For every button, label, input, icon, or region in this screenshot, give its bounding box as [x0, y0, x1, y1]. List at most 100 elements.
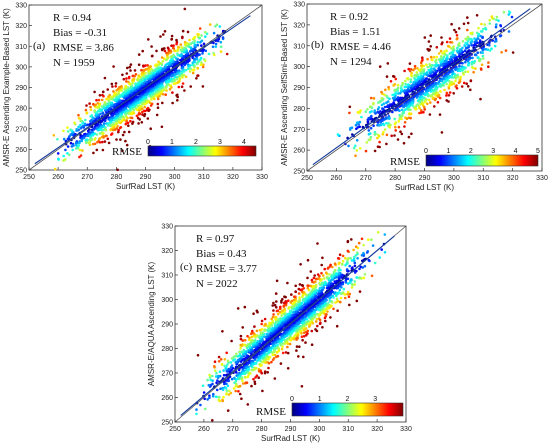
data-point [77, 113, 80, 117]
data-point [393, 89, 396, 92]
data-point [353, 283, 357, 286]
data-point [461, 61, 464, 65]
data-point [502, 10, 506, 14]
colorbar-title: RMSE [112, 146, 142, 158]
data-point [472, 70, 475, 74]
data-point [384, 88, 387, 92]
data-point [460, 85, 464, 88]
data-point [423, 100, 427, 104]
data-point [510, 15, 514, 19]
data-point [336, 286, 340, 290]
colorbar-tick-label: 3 [218, 139, 222, 146]
data-point [425, 63, 428, 66]
data-point [399, 130, 402, 133]
data-point [383, 128, 387, 131]
data-point [457, 81, 461, 84]
data-point [422, 110, 425, 114]
data-point [183, 43, 187, 46]
data-point [280, 314, 283, 317]
data-point [208, 23, 212, 26]
data-point [272, 350, 276, 354]
data-point [98, 141, 102, 144]
data-point [469, 32, 472, 35]
data-point [150, 45, 153, 48]
data-point [358, 267, 361, 271]
data-point [123, 130, 126, 134]
data-point [195, 58, 199, 61]
x-tick-label: 310 [198, 174, 210, 181]
data-point [415, 107, 418, 111]
data-point [93, 90, 96, 94]
data-point [196, 62, 199, 66]
data-point [137, 63, 141, 66]
data-point [474, 53, 478, 57]
data-point [200, 39, 204, 43]
data-point [179, 48, 183, 52]
data-point [452, 82, 456, 85]
data-point [390, 134, 394, 138]
data-point [101, 148, 105, 152]
data-point [114, 85, 117, 88]
data-point [439, 90, 442, 93]
data-point [396, 96, 400, 99]
data-point [466, 21, 470, 25]
data-point [196, 35, 200, 38]
data-point [101, 111, 105, 114]
data-point [363, 273, 367, 276]
data-point [137, 74, 140, 77]
data-point [435, 46, 439, 49]
data-point [114, 91, 117, 95]
data-point [438, 113, 442, 116]
data-point [215, 23, 219, 27]
data-point [176, 81, 179, 84]
data-point [214, 375, 218, 378]
data-point [391, 93, 394, 97]
panel-c: 250 260 270 280 290 300 310 320 3302502602702802… [147, 224, 412, 444]
x-tick-label: 320 [227, 174, 239, 181]
data-point [176, 52, 179, 55]
data-point [403, 125, 406, 128]
data-point [476, 51, 480, 54]
data-point [140, 68, 143, 72]
data-point [388, 126, 392, 129]
data-point [95, 98, 98, 102]
data-point [470, 63, 474, 66]
y-tick-label: 270 [15, 126, 27, 133]
data-point [185, 49, 188, 52]
data-point [354, 254, 358, 257]
data-point [189, 67, 192, 70]
data-point [437, 58, 441, 61]
data-point [121, 73, 124, 77]
data-point [448, 58, 452, 61]
data-point [133, 69, 137, 72]
data-point [222, 373, 226, 377]
data-point [461, 46, 464, 50]
data-point [325, 286, 329, 290]
data-point [371, 244, 375, 247]
data-point [68, 135, 71, 138]
data-point [349, 256, 352, 260]
data-point [81, 124, 85, 128]
data-point [488, 49, 492, 52]
data-point [66, 152, 69, 155]
data-point [173, 79, 177, 82]
data-point [418, 79, 421, 83]
data-point [156, 102, 160, 106]
data-point [426, 47, 430, 51]
data-point [457, 27, 461, 30]
data-point [114, 97, 118, 100]
data-point [92, 128, 95, 131]
data-point [160, 125, 164, 129]
data-point [448, 76, 451, 79]
data-point [89, 105, 92, 109]
data-point [354, 144, 357, 148]
panel-a: 250 260 270 280 290 300 310 320 3302502602702802… [2, 3, 268, 192]
data-point [196, 43, 200, 47]
data-point [332, 296, 335, 299]
data-point [372, 96, 376, 100]
data-point [115, 127, 119, 130]
data-point [108, 107, 112, 110]
data-point [202, 42, 206, 46]
data-point [466, 35, 470, 39]
data-point [285, 334, 288, 338]
